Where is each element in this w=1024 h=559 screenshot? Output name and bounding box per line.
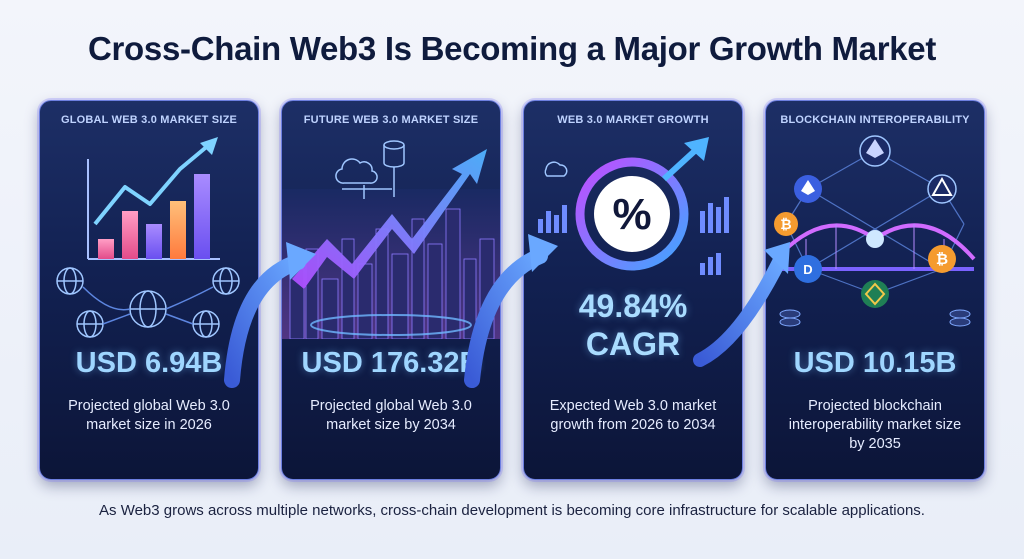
bar-chart-growth-icon (56, 137, 240, 338)
cagr-label: CAGR (585, 326, 681, 362)
percent-ring-icon: % (538, 137, 729, 275)
svg-text:D: D (803, 262, 812, 277)
cagr-percent: 49.84% (578, 288, 688, 324)
svg-text:₿: ₿ (936, 251, 948, 268)
svg-text:₿: ₿ (780, 216, 791, 232)
card-global-market-size: GLOBAL WEB 3.0 MARKET SIZE (39, 100, 259, 480)
footer-caption: As Web3 grows across multiple networks, … (99, 502, 925, 519)
page-title: Cross-Chain Web3 Is Becoming a Major Gro… (87, 30, 937, 67)
interoperability-description: Projected blockchain interoperability ma… (788, 398, 962, 452)
card-market-growth: WEB 3.0 MARKET GROWTH % 49.84% CAGR Expe… (523, 100, 743, 480)
card-label: FUTURE WEB 3.0 MARKET SIZE (303, 114, 479, 126)
card-label: WEB 3.0 MARKET GROWTH (557, 114, 709, 126)
cagr-value: 49.84% CAGR (524, 287, 742, 363)
market-size-value: USD 6.94B (75, 347, 223, 379)
market-growth-description: Expected Web 3.0 market growth from 2026… (549, 398, 717, 433)
bridge-network-icon: ₿ ₿ D (774, 135, 976, 327)
card-future-market-size: FUTURE WEB 3.0 MARKET SIZE USD 176.32B (281, 100, 501, 480)
future-market-size-description: Projected global Web 3.0 market size by … (310, 398, 472, 433)
card-blockchain-interoperability: BLOCKCHAIN INTEROPERABILITY ₿ ₿ D (765, 100, 985, 480)
future-market-size-value: USD 176.32B (301, 347, 481, 379)
city-growth-icon (282, 140, 500, 339)
market-size-description: Projected global Web 3.0 market size in … (68, 398, 230, 433)
svg-text:%: % (612, 190, 651, 239)
interoperability-value: USD 10.15B (793, 347, 957, 379)
card-label: BLOCKCHAIN INTEROPERABILITY (780, 114, 970, 126)
card-label: GLOBAL WEB 3.0 MARKET SIZE (60, 114, 238, 126)
